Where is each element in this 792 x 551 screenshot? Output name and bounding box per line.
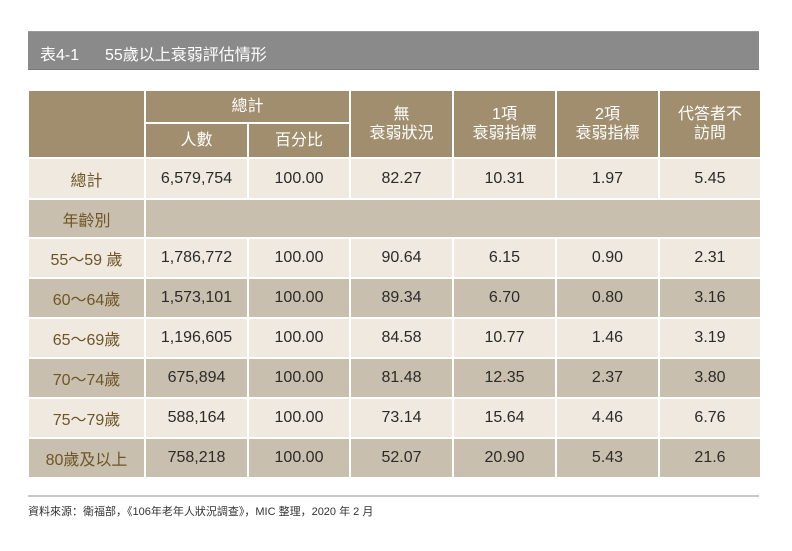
total-row: 總計 6,579,754 100.00 82.27 10.31 1.97 5.4… — [29, 159, 760, 198]
cell-count: 1,573,101 — [146, 279, 247, 317]
cell-count: 675,894 — [146, 359, 247, 397]
cell-two: 0.90 — [557, 239, 658, 277]
cell-count: 588,164 — [146, 399, 247, 437]
header-one: 1項 衰弱指標 — [454, 91, 555, 157]
header-count: 人數 — [146, 124, 247, 157]
cell-two: 1.97 — [557, 159, 658, 198]
row-label: 75～79歲 — [29, 399, 144, 437]
frailty-table: 總計 無 衰弱狀況 1項 衰弱指標 2項 衰弱指標 代答者不 訪問 人數 百分比… — [27, 89, 762, 479]
table-row: 60～64歲 1,573,101 100.00 89.34 6.70 0.80 … — [29, 279, 760, 317]
cell-proxy: 3.16 — [660, 279, 760, 317]
cell-percent: 100.00 — [249, 399, 349, 437]
cell-percent: 100.00 — [249, 279, 349, 317]
row-label: 總計 — [29, 159, 144, 198]
cell-count: 1,196,605 — [146, 319, 247, 357]
header-none-line2: 衰弱狀況 — [369, 125, 434, 142]
cell-one: 10.77 — [454, 319, 555, 357]
cell-two: 4.46 — [557, 399, 658, 437]
cell-two: 0.80 — [557, 279, 658, 317]
header-one-line2: 衰弱指標 — [472, 125, 537, 142]
table-row: 80歲及以上 758,218 100.00 52.07 20.90 5.43 2… — [29, 439, 760, 477]
cell-percent: 100.00 — [249, 359, 349, 397]
cell-none: 82.27 — [351, 159, 452, 198]
section-fill — [146, 200, 760, 237]
header-total-group: 總計 — [146, 91, 349, 122]
table-row: 70～74歲 675,894 100.00 81.48 12.35 2.37 3… — [29, 359, 760, 397]
header-two: 2項 衰弱指標 — [557, 91, 658, 157]
cell-none: 73.14 — [351, 399, 452, 437]
cell-percent: 100.00 — [249, 159, 349, 198]
cell-count: 6,579,754 — [146, 159, 247, 198]
cell-none: 89.34 — [351, 279, 452, 317]
row-label: 70～74歲 — [29, 359, 144, 397]
cell-one: 6.15 — [454, 239, 555, 277]
header-percent: 百分比 — [249, 124, 349, 157]
table-number: 表4-1 — [40, 47, 80, 64]
table-title-bar: 表4-1 55歲以上衰弱評估情形 — [28, 31, 759, 70]
cell-one: 6.70 — [454, 279, 555, 317]
section-label: 年齡別 — [29, 200, 144, 237]
cell-proxy: 21.6 — [660, 439, 760, 477]
row-label: 65～69歲 — [29, 319, 144, 357]
cell-percent: 100.00 — [249, 239, 349, 277]
cell-count: 758,218 — [146, 439, 247, 477]
source-note: 資料來源：衛福部，《106年老年人狀況調查》，MIC 整理，2020 年 2 月 — [28, 506, 374, 518]
row-label: 80歲及以上 — [29, 439, 144, 477]
cell-two: 2.37 — [557, 359, 658, 397]
cell-one: 20.90 — [454, 439, 555, 477]
cell-none: 81.48 — [351, 359, 452, 397]
cell-none: 84.58 — [351, 319, 452, 357]
header-two-line1: 2項 — [595, 106, 620, 123]
table-row: 65～69歲 1,196,605 100.00 84.58 10.77 1.46… — [29, 319, 760, 357]
cell-none: 90.64 — [351, 239, 452, 277]
table-title: 55歲以上衰弱評估情形 — [105, 47, 267, 64]
corner-header — [29, 91, 144, 157]
cell-one: 15.64 — [454, 399, 555, 437]
table-row: 75～79歲 588,164 100.00 73.14 15.64 4.46 6… — [29, 399, 760, 437]
cell-one: 12.35 — [454, 359, 555, 397]
row-label: 60～64歲 — [29, 279, 144, 317]
header-one-line1: 1項 — [492, 106, 517, 123]
cell-one: 10.31 — [454, 159, 555, 198]
section-row-age: 年齡別 — [29, 200, 760, 237]
table-row: 55～59 歲 1,786,772 100.00 90.64 6.15 0.90… — [29, 239, 760, 277]
cell-two: 5.43 — [557, 439, 658, 477]
cell-percent: 100.00 — [249, 439, 349, 477]
header-none: 無 衰弱狀況 — [351, 91, 452, 157]
cell-proxy: 3.80 — [660, 359, 760, 397]
cell-none: 52.07 — [351, 439, 452, 477]
header-proxy-line2: 訪問 — [693, 125, 726, 142]
cell-proxy: 3.19 — [660, 319, 760, 357]
cell-percent: 100.00 — [249, 319, 349, 357]
footer-divider — [28, 495, 759, 497]
header-proxy: 代答者不 訪問 — [660, 91, 760, 157]
cell-proxy: 5.45 — [660, 159, 760, 198]
cell-proxy: 2.31 — [660, 239, 760, 277]
cell-count: 1,786,772 — [146, 239, 247, 277]
header-two-line2: 衰弱指標 — [575, 125, 640, 142]
row-label: 55～59 歲 — [29, 239, 144, 277]
cell-proxy: 6.76 — [660, 399, 760, 437]
cell-two: 1.46 — [557, 319, 658, 357]
header-proxy-line1: 代答者不 — [677, 106, 742, 123]
header-none-line1: 無 — [393, 106, 410, 123]
